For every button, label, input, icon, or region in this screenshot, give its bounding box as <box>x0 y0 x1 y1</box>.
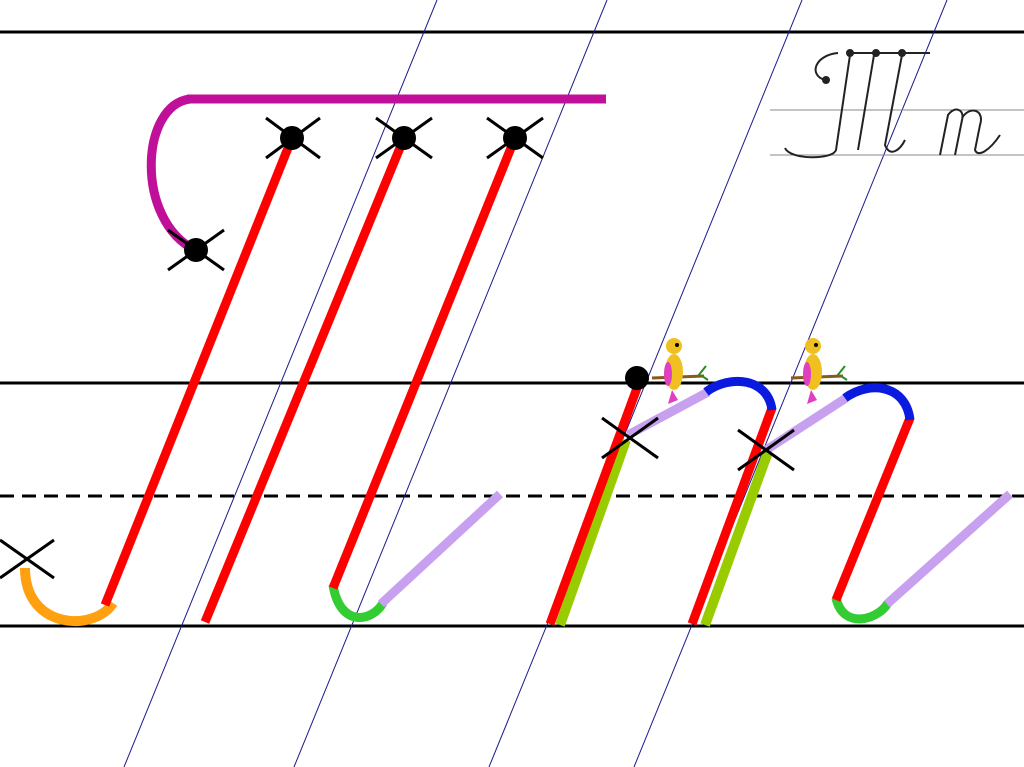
slant-line <box>293 0 608 767</box>
exit-hook-stroke <box>831 596 892 624</box>
cross-marker-icon <box>737 428 795 472</box>
cross-marker-icon <box>0 538 55 580</box>
reference-letters-image <box>770 49 1024 159</box>
cross-marker-icon <box>375 116 433 160</box>
bird-icon <box>651 338 709 404</box>
overlap-stroke <box>555 438 631 627</box>
connector-stroke <box>625 388 711 439</box>
start-dot-icon <box>625 366 649 390</box>
markers <box>0 116 795 580</box>
arch-stroke <box>703 376 777 411</box>
main-stroke <box>687 406 777 626</box>
slant-line <box>123 0 438 767</box>
arch-stroke <box>842 383 915 421</box>
connector-stroke <box>884 490 1013 608</box>
connector-stroke <box>377 490 504 608</box>
main-stroke <box>545 386 642 626</box>
letter-strokes <box>20 94 1013 627</box>
cross-marker-icon <box>167 228 225 272</box>
main-stroke <box>328 136 520 590</box>
ruling-lines <box>0 30 1024 628</box>
bird-icon <box>790 338 848 404</box>
slant-line <box>633 0 948 767</box>
main-stroke <box>100 136 297 607</box>
cross-marker-icon <box>601 416 659 460</box>
main-stroke <box>200 136 409 624</box>
lead-hook-stroke <box>20 567 118 627</box>
cross-marker-icon <box>486 116 544 160</box>
cap-curl-stroke <box>146 94 198 255</box>
cross-marker-icon <box>265 116 321 160</box>
main-stroke <box>831 416 915 602</box>
exit-hook-stroke <box>328 584 387 622</box>
overlap-stroke <box>700 450 773 627</box>
